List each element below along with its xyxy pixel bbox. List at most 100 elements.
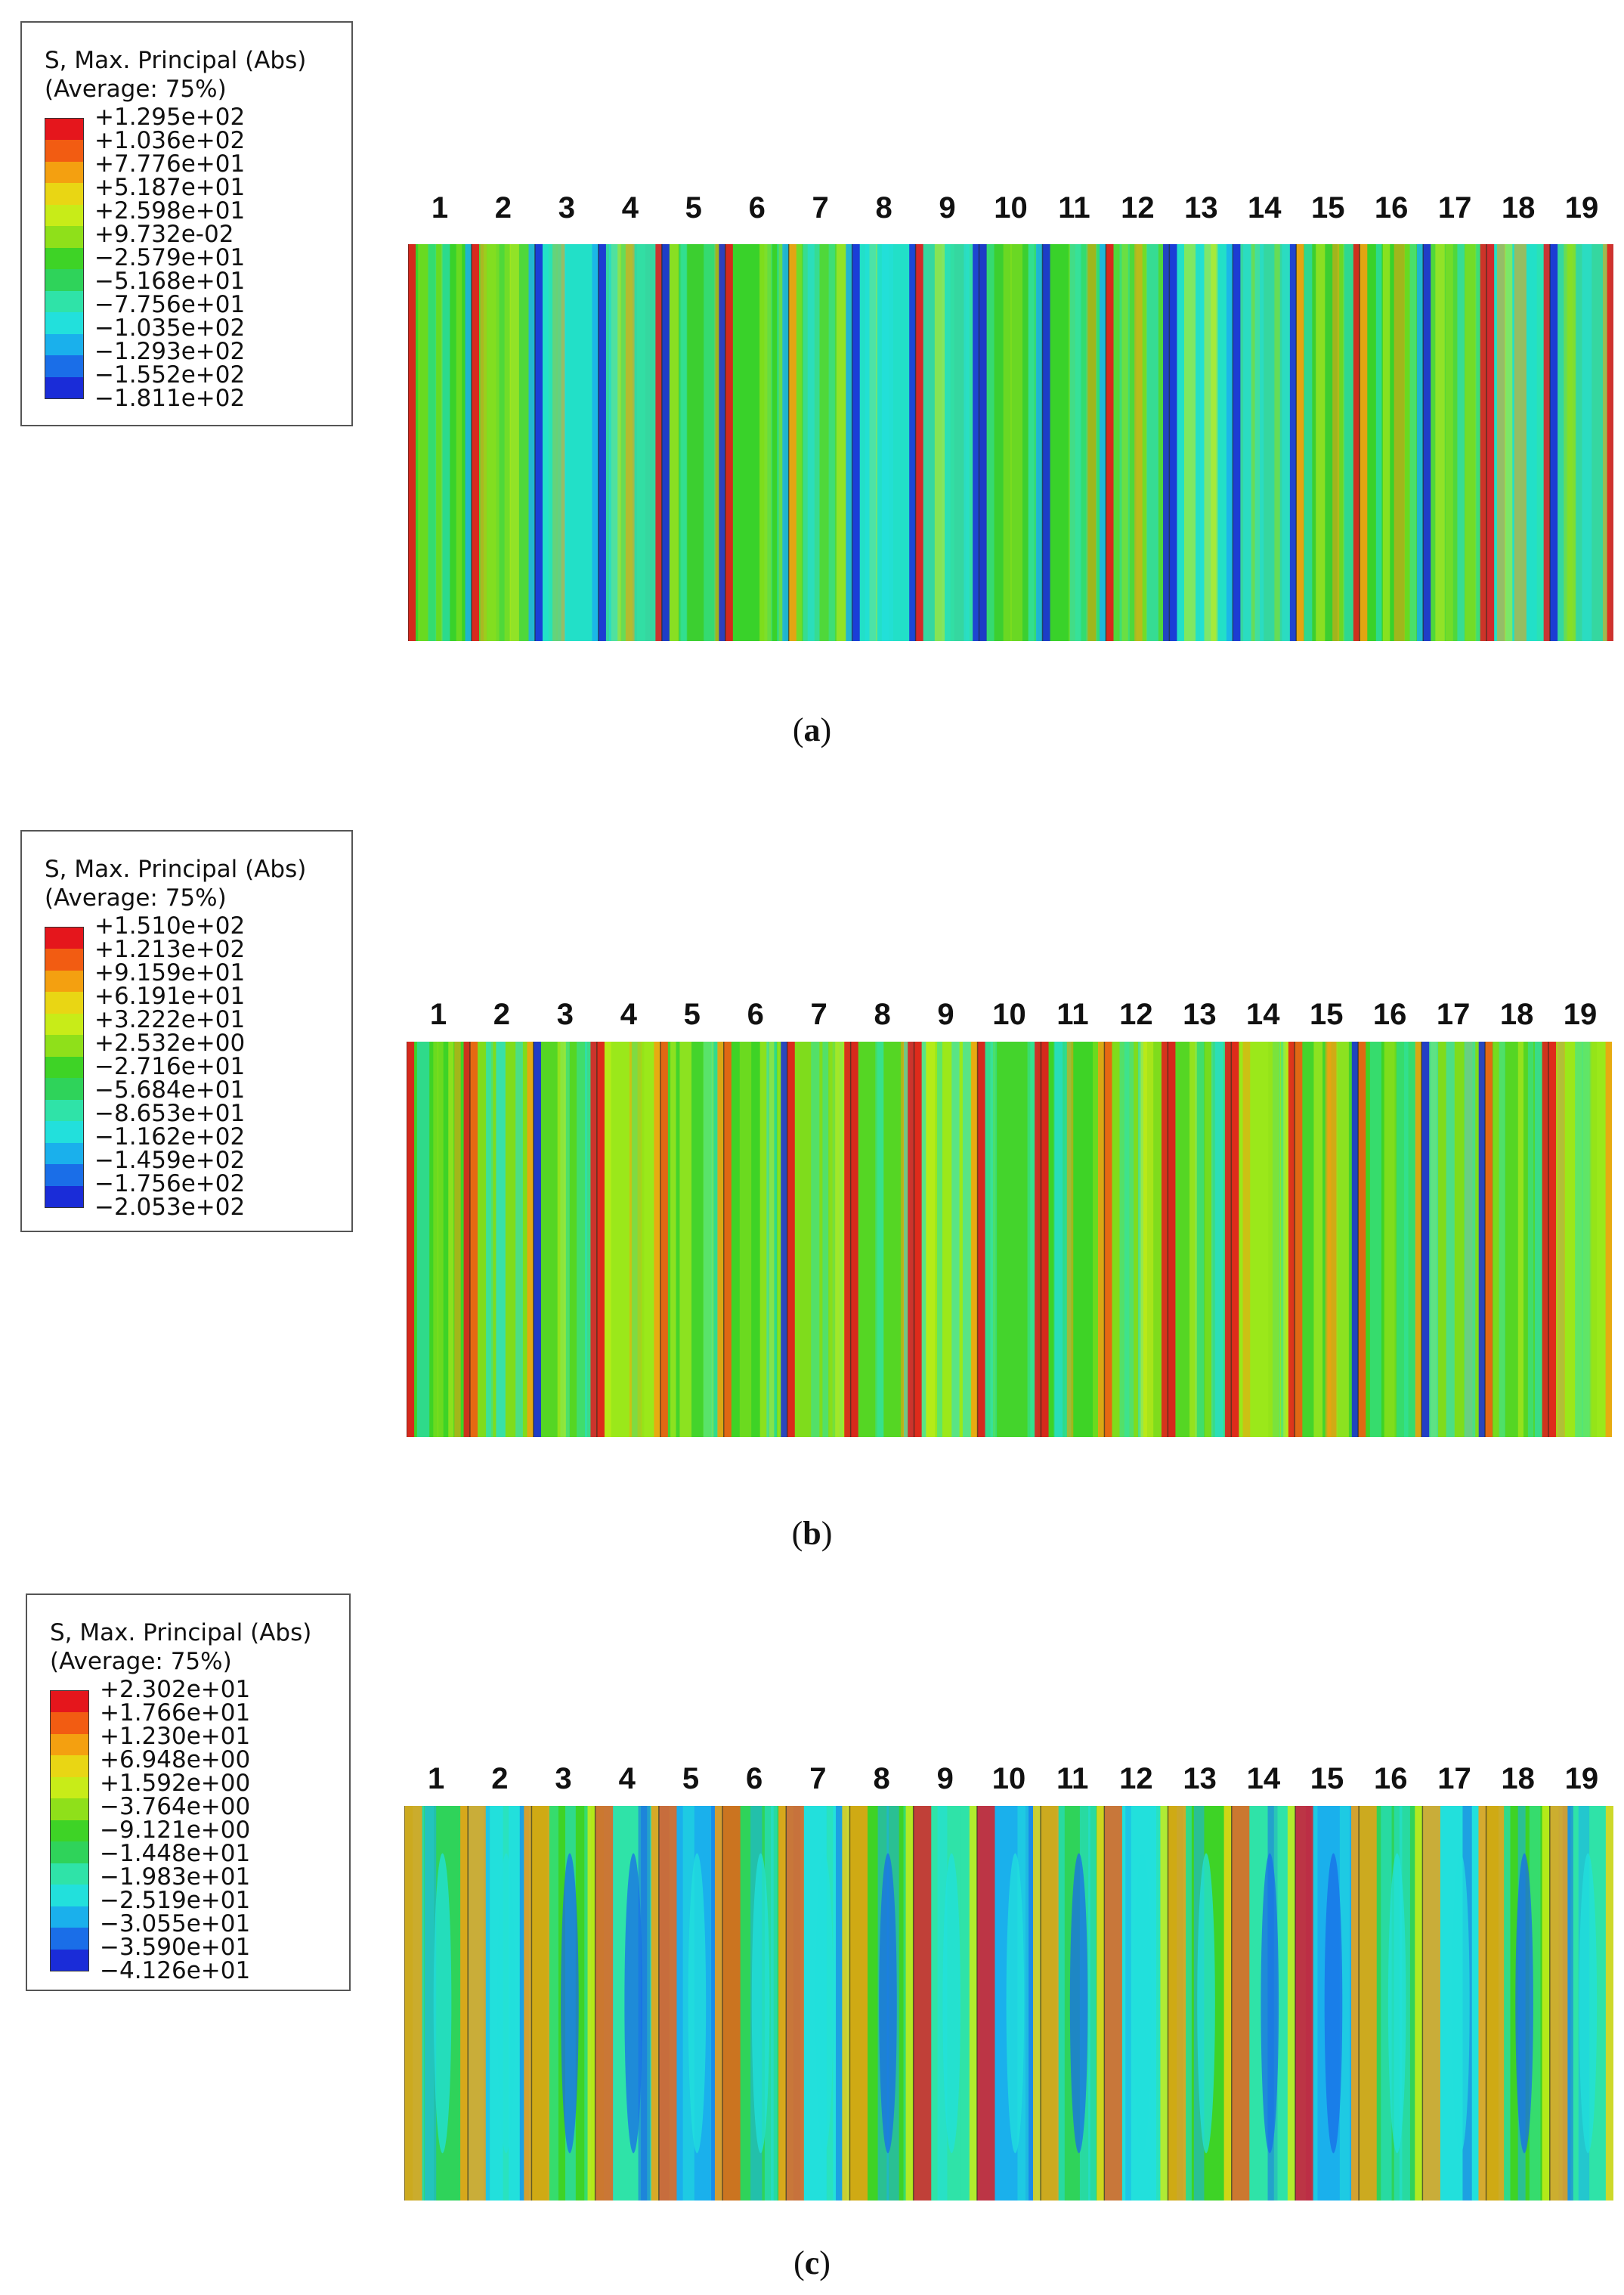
column-number: 13 xyxy=(1184,191,1218,225)
color-swatch xyxy=(45,1185,83,1208)
column-number: 2 xyxy=(493,998,511,1031)
strip-9 xyxy=(914,244,980,641)
column-number: 16 xyxy=(1374,1762,1408,1795)
legend-value: −2.519e+01 xyxy=(100,1887,251,1914)
column-number: 11 xyxy=(1056,1762,1089,1795)
column-number: 9 xyxy=(936,1762,954,1795)
column-number: 1 xyxy=(429,998,447,1031)
color-swatch xyxy=(51,1863,88,1885)
legend-value: −1.035e+02 xyxy=(94,314,246,342)
column-number: 7 xyxy=(809,1762,827,1795)
column-number: 3 xyxy=(556,998,574,1031)
color-swatch xyxy=(45,140,83,162)
strip-6 xyxy=(722,1042,790,1437)
strip-12 xyxy=(1103,1042,1168,1437)
column-number: 14 xyxy=(1248,191,1282,225)
color-swatch xyxy=(51,1691,88,1713)
legend-value: +1.592e+00 xyxy=(100,1770,251,1797)
column-numbers: 1 2 3 4 5 6 7 8 9 10 11 12 13 14 15 16 17 18 19 xyxy=(407,999,1612,1030)
legend-title: S, Max. Principal (Abs) xyxy=(45,856,307,883)
column-number: 11 xyxy=(1058,191,1090,225)
legend-value: −5.684e+01 xyxy=(94,1076,246,1104)
strip-2 xyxy=(471,244,536,641)
strip-15 xyxy=(1294,1042,1359,1437)
strip-5 xyxy=(661,244,726,641)
legend-value: −7.756e+01 xyxy=(94,291,246,318)
strip-15 xyxy=(1295,1806,1360,2201)
strip-11 xyxy=(1040,1806,1105,2201)
legend-value: −1.756e+02 xyxy=(94,1170,246,1197)
column-number: 2 xyxy=(491,1762,509,1795)
strip-3 xyxy=(534,244,599,641)
column-number: 9 xyxy=(939,191,956,225)
strip-6 xyxy=(724,244,790,641)
strip-7 xyxy=(786,1042,852,1437)
legend-value: −3.055e+01 xyxy=(100,1910,251,1937)
legend-value: +6.948e+00 xyxy=(100,1746,251,1773)
color-swatch xyxy=(45,1078,83,1100)
stress-field xyxy=(404,1806,1613,2201)
legend-subtitle: (Average: 75%) xyxy=(50,1648,232,1675)
strip-17 xyxy=(1421,1806,1487,2201)
strip-13 xyxy=(1167,1806,1233,2201)
column-number: 6 xyxy=(748,191,766,225)
column-number: 19 xyxy=(1564,191,1599,225)
legend-value: +9.732e-02 xyxy=(94,221,234,248)
strip-17 xyxy=(1422,244,1487,641)
strip-4 xyxy=(594,1806,660,2201)
strip-3 xyxy=(531,1806,596,2201)
column-number: 15 xyxy=(1310,1762,1344,1795)
legend-value: +2.302e+01 xyxy=(100,1676,251,1703)
legend-value: +6.191e+01 xyxy=(94,983,246,1010)
legend-value: +1.766e+01 xyxy=(100,1699,251,1727)
column-number: 6 xyxy=(747,998,764,1031)
strip-11 xyxy=(1040,1042,1105,1437)
legend-value: −9.121e+00 xyxy=(100,1816,251,1844)
legend-value: +2.532e+00 xyxy=(94,1030,246,1057)
contour-plot-b: 1 2 3 4 5 6 7 8 9 10 11 12 13 14 15 16 17 18 19 xyxy=(407,999,1612,1438)
color-swatch xyxy=(51,1841,88,1863)
column-number: 8 xyxy=(874,998,891,1031)
column-number: 17 xyxy=(1437,191,1472,225)
strip-18 xyxy=(1486,244,1551,641)
strip-1 xyxy=(407,1042,471,1437)
strip-13 xyxy=(1167,1042,1232,1437)
column-number: 5 xyxy=(683,998,701,1031)
column-number: 12 xyxy=(1119,1762,1153,1795)
color-swatch xyxy=(45,161,83,184)
column-number: 8 xyxy=(873,1762,890,1795)
legend-value: +3.222e+01 xyxy=(94,1006,246,1033)
legend-value: +1.295e+02 xyxy=(94,104,246,131)
color-swatch xyxy=(45,1121,83,1143)
strip-16 xyxy=(1357,1042,1422,1437)
strip-19 xyxy=(1548,1042,1612,1437)
column-number: 14 xyxy=(1246,1762,1281,1795)
column-number: 17 xyxy=(1436,998,1471,1031)
column-number: 8 xyxy=(875,191,892,225)
column-number: 9 xyxy=(937,998,954,1031)
strip-4 xyxy=(598,244,663,641)
legend-value: +1.510e+02 xyxy=(94,912,246,940)
legend-values: +2.302e+01 +1.766e+01 +1.230e+01 +6.948e+00… xyxy=(100,1678,250,1983)
column-number: 18 xyxy=(1499,998,1534,1031)
legend-a: S, Max. Principal (Abs) (Average: 75%) +… xyxy=(20,21,353,426)
contour-plot-c: 1 2 3 4 5 6 7 8 9 10 11 12 13 14 15 16 17 18 19 xyxy=(404,1764,1613,2202)
strip-2 xyxy=(467,1806,532,2201)
column-number: 19 xyxy=(1564,1762,1599,1795)
column-number: 15 xyxy=(1310,191,1345,225)
legend-c: S, Max. Principal (Abs) (Average: 75%) +… xyxy=(26,1593,351,1991)
color-swatch xyxy=(45,1142,83,1165)
legend-values: +1.295e+02 +1.036e+02 +7.776e+01 +5.187e+01… xyxy=(94,106,245,410)
column-number: 1 xyxy=(427,1762,445,1795)
color-swatch xyxy=(51,1928,88,1950)
legend-value: −1.448e+01 xyxy=(100,1840,251,1867)
strip-8 xyxy=(851,244,917,641)
legend-value: +1.036e+02 xyxy=(94,127,246,154)
strip-6 xyxy=(722,1806,787,2201)
strip-12 xyxy=(1103,1806,1169,2201)
color-swatch xyxy=(45,333,83,356)
color-swatch xyxy=(45,226,83,248)
strip-14 xyxy=(1230,1042,1295,1437)
field-svg xyxy=(407,1042,1612,1437)
caption-b: (b) xyxy=(791,1515,833,1552)
